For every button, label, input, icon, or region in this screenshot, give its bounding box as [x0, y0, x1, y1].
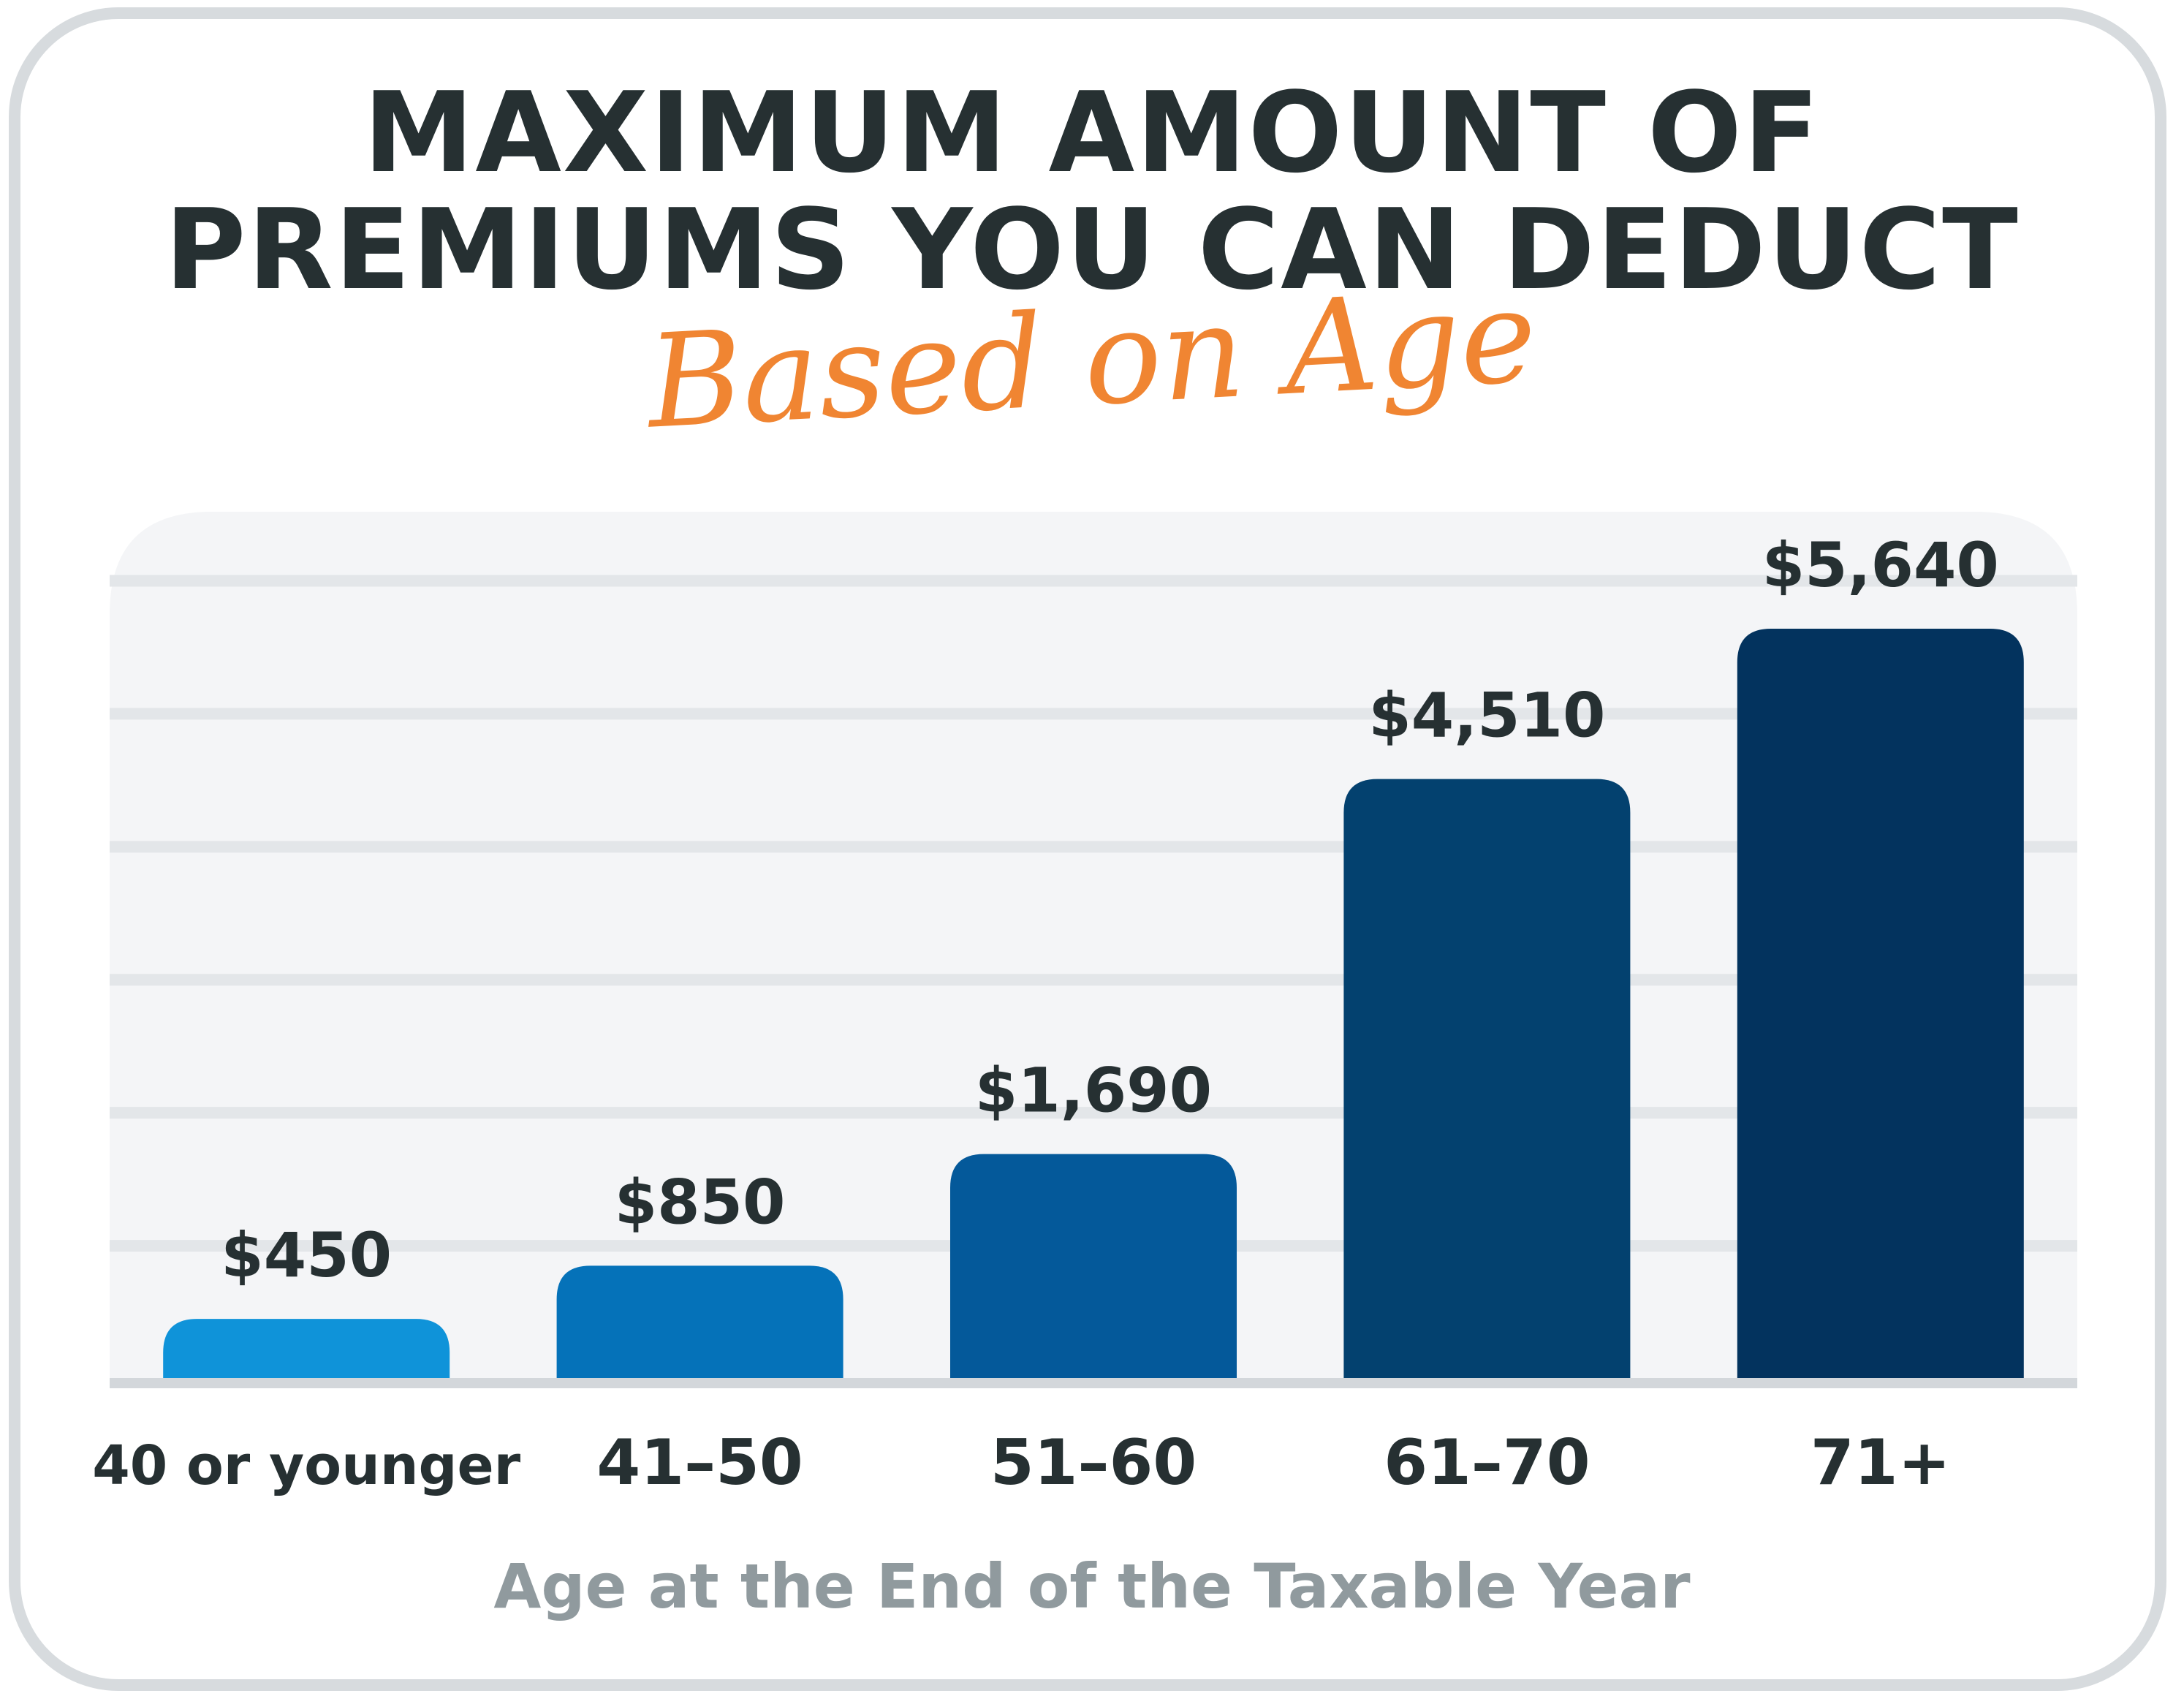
bar-3 — [950, 1154, 1237, 1379]
x-axis-title: Age at the End of the Taxable Year — [493, 1551, 1691, 1622]
category-label: 41–50 — [596, 1426, 803, 1499]
category-labels: 40 or younger 41–50 51–60 61–70 71+ — [92, 1426, 1950, 1499]
value-label: $450 — [221, 1219, 392, 1291]
bar-2 — [556, 1265, 843, 1379]
bar-1 — [163, 1319, 450, 1379]
bars — [163, 629, 2024, 1379]
value-label: $5,640 — [1762, 529, 1999, 601]
chart-title-line-1: MAXIMUM AMOUNT OF — [363, 68, 1821, 197]
chart-title-line-2: PREMIUMS YOU CAN DEDUCT — [164, 185, 2020, 314]
category-label: 61–70 — [1384, 1426, 1590, 1499]
category-label: 71+ — [1810, 1426, 1951, 1499]
category-label: 51–60 — [990, 1426, 1197, 1499]
value-labels: $450 $850 $1,690 $4,510 $5,640 — [221, 529, 1999, 1291]
category-label: 40 or younger — [92, 1434, 520, 1497]
value-label: $850 — [615, 1166, 786, 1238]
bar-4 — [1343, 779, 1631, 1379]
value-label: $4,510 — [1368, 680, 1605, 752]
value-label: $1,690 — [975, 1055, 1212, 1127]
bar-5 — [1737, 629, 2024, 1379]
